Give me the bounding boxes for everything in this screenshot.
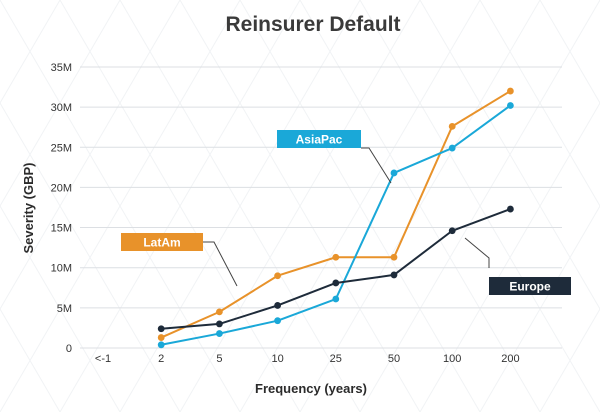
data-point-europe (507, 205, 514, 213)
data-point-europe (274, 302, 281, 309)
callout-box-latam (121, 233, 203, 251)
series-europe (157, 205, 514, 333)
data-point-asiapac (157, 341, 165, 349)
data-point-asiapac (216, 330, 223, 337)
series-latam (157, 87, 514, 341)
gridlines (80, 66, 562, 349)
data-point-europe (332, 279, 340, 287)
legend-label-latam: LatAm (143, 236, 180, 250)
callout-asiapac: AsiaPac (277, 130, 392, 184)
data-point-asiapac (274, 317, 281, 325)
y-tick-label: 10M (51, 263, 72, 275)
x-tick-label: 200 (501, 353, 519, 365)
x-tick-label: 10 (271, 353, 283, 365)
data-point-europe (216, 320, 223, 328)
y-axis-label: Severity (GBP) (21, 162, 36, 253)
x-tick-label: 5 (216, 353, 222, 365)
y-tick-label: 30M (51, 102, 72, 114)
x-tick-label: 25 (330, 353, 342, 365)
series-asiapac (157, 102, 514, 349)
data-point-latam (448, 122, 456, 130)
data-point-europe (157, 325, 165, 333)
callout-europe: Europe (464, 237, 571, 295)
data-point-latam (332, 253, 340, 261)
data-point-asiapac (332, 295, 340, 303)
data-point-latam (507, 87, 514, 95)
data-point-latam (274, 272, 281, 280)
y-tick-label: 15M (51, 223, 72, 235)
chart-title: Reinsurer Default (225, 13, 400, 36)
callout-box-europe (489, 277, 571, 295)
data-point-asiapac (448, 144, 456, 152)
y-tick-label: 5M (57, 303, 72, 315)
series-line-europe (161, 208, 511, 330)
callout-leader-asiapac (361, 147, 392, 184)
callout-latam: LatAm (121, 233, 238, 287)
x-tick-label: 2 (158, 353, 164, 365)
y-axis-ticks: 0 5M 10M 15M 20M 25M 30M 35M (51, 62, 72, 355)
data-point-latam (390, 253, 398, 261)
data-point-latam (157, 334, 165, 341)
data-point-latam (216, 308, 223, 316)
series-lines (157, 87, 514, 349)
callout-box-asiapac (277, 130, 361, 148)
callout-leader-latam (203, 241, 238, 287)
x-axis-ticks: <-1 2 5 10 25 50 100 200 (95, 353, 520, 365)
y-tick-label: 25M (51, 142, 72, 154)
y-tick-label: 35M (51, 62, 72, 74)
legend-label-asiapac: AsiaPac (296, 133, 343, 147)
data-point-asiapac (507, 102, 514, 109)
series-callouts: LatAm AsiaPac Europe (121, 130, 571, 295)
y-tick-label: 20M (51, 182, 72, 194)
x-tick-label: 50 (388, 353, 400, 365)
x-axis-label: Frequency (years) (255, 381, 367, 396)
x-tick-label: 100 (443, 353, 461, 365)
y-tick-label: 0 (66, 343, 72, 355)
data-point-europe (448, 227, 456, 235)
data-point-europe (390, 271, 398, 279)
callout-leader-europe (464, 237, 490, 268)
legend-label-europe: Europe (509, 280, 551, 294)
data-point-asiapac (390, 169, 398, 177)
x-tick-label: <-1 (95, 353, 111, 365)
